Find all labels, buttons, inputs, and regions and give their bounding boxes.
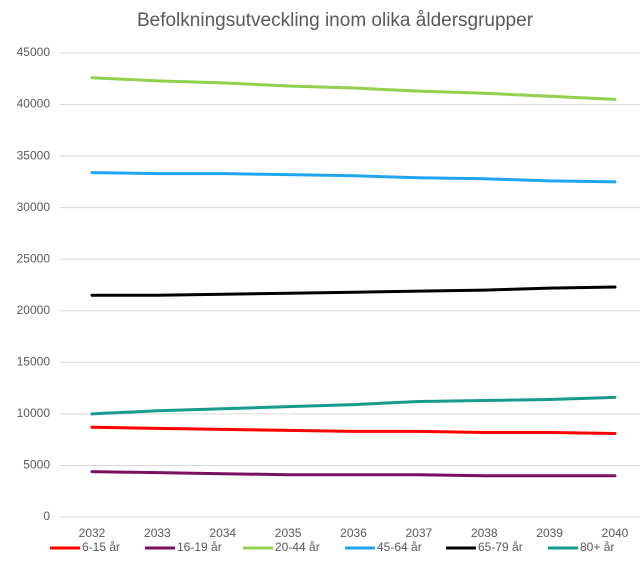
x-tick-label: 2040 [602,526,629,540]
legend-label: 80+ år [580,540,614,554]
legend-label: 65-79 år [478,540,523,554]
x-tick-label: 2034 [209,526,236,540]
series-line [90,425,617,435]
y-tick-label: 40000 [17,97,51,111]
y-tick-label: 5000 [23,458,50,472]
series-line [90,470,617,478]
legend-label: 45-64 år [377,540,422,554]
series-line [90,395,617,416]
y-tick-label: 20000 [17,303,51,317]
legend-label: 16-19 år [177,540,222,554]
x-tick-label: 2032 [79,526,106,540]
x-tick-label: 2038 [471,526,498,540]
y-tick-label: 0 [43,509,50,523]
chart-title: Befolkningsutveckling inom olika åldersg… [137,10,534,31]
x-tick-label: 2037 [406,526,433,540]
y-tick-label: 25000 [17,251,51,265]
x-tick-label: 2036 [340,526,367,540]
series-line [90,285,617,297]
series-line [90,171,617,184]
x-tick-label: 2039 [536,526,563,540]
x-tick-label: 2035 [275,526,302,540]
y-tick-label: 30000 [17,200,51,214]
y-tick-label: 15000 [17,355,51,369]
y-tick-label: 35000 [17,148,51,162]
legend-label: 6-15 år [82,540,120,554]
y-tick-label: 10000 [17,406,51,420]
series-line [90,76,617,101]
legend-label: 20-44 år [275,540,320,554]
y-tick-label: 45000 [17,45,51,59]
x-tick-label: 2033 [144,526,171,540]
